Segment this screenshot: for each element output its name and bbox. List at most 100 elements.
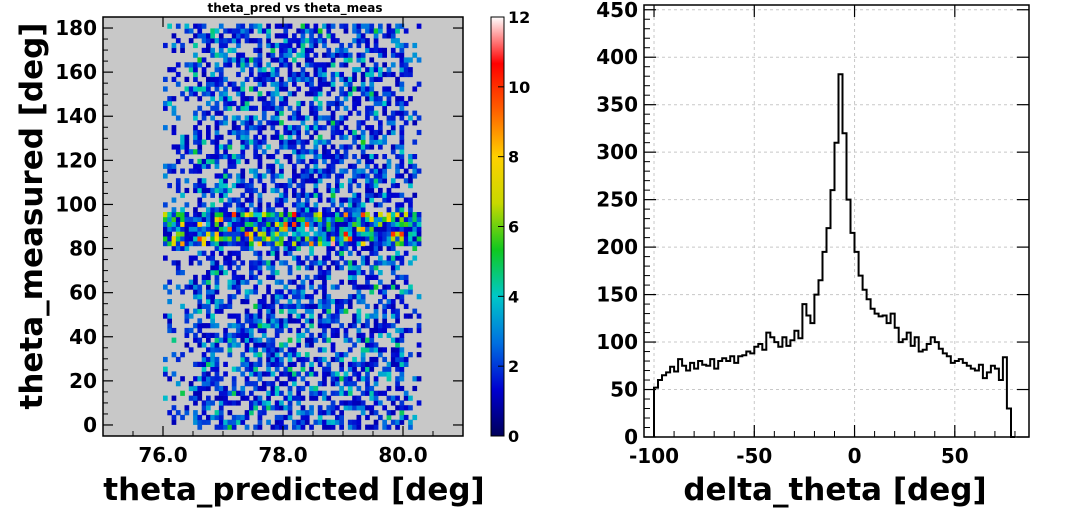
heatmap-cell (223, 149, 228, 155)
heatmap-cell (326, 81, 332, 87)
heatmap-cell (279, 96, 284, 102)
heatmap-cell (339, 279, 344, 285)
heatmap-cell (356, 270, 362, 276)
heatmap-cell (279, 414, 284, 421)
heatmap-cell (395, 236, 400, 242)
heatmap-cell (382, 347, 387, 353)
heatmap-y-tick-label: 60 (69, 281, 97, 305)
heatmap-cell (175, 115, 181, 121)
heatmap-cell (408, 236, 413, 242)
heatmap-cell (257, 241, 263, 247)
heatmap-cell (356, 332, 362, 338)
heatmap-cell (257, 371, 263, 377)
heatmap-cell (322, 279, 327, 285)
heatmap-cell (206, 279, 211, 285)
heatmap-cell (390, 47, 396, 53)
heatmap-cell (223, 241, 228, 247)
heatmap-cell (373, 173, 379, 179)
heatmap-cell (395, 381, 400, 387)
heatmap-cell (292, 149, 297, 155)
heatmap-cell (253, 366, 258, 372)
heatmap-cell (163, 212, 168, 218)
heatmap-cell (317, 313, 323, 319)
heatmap-cell (279, 52, 284, 58)
heatmap-cell (214, 62, 220, 68)
heatmap-cell (231, 419, 237, 425)
heatmap-cell (326, 366, 332, 372)
heatmap-cell (390, 236, 396, 242)
heatmap-cell (279, 390, 284, 396)
heatmap-cell (356, 221, 362, 227)
heatmap-cell (240, 183, 246, 189)
heatmap-cell (390, 28, 396, 34)
heatmap-cell (347, 231, 353, 237)
heatmap-cell (193, 390, 198, 396)
heatmap-cell (283, 323, 289, 329)
heatmap-cell (403, 405, 409, 411)
heatmap-cell (257, 192, 263, 198)
heatmap-cell (416, 216, 422, 222)
heatmap-cell (244, 125, 250, 131)
heatmap-cell (257, 265, 263, 271)
heatmap-cell (274, 245, 280, 251)
heatmap-cell (287, 361, 293, 367)
heatmap-cell (261, 410, 267, 416)
heatmap-cell (382, 173, 387, 179)
heatmap-cell (274, 250, 280, 256)
heatmap-cell (399, 81, 405, 87)
heatmap-cell (309, 342, 314, 348)
heatmap-cell (386, 231, 392, 237)
heatmap-cell (223, 207, 228, 213)
heatmap-cell (356, 371, 362, 377)
heatmap-cell (343, 221, 349, 227)
heatmap-cell (223, 260, 228, 266)
heatmap-cell (180, 245, 185, 251)
heatmap-cell (257, 352, 263, 358)
heatmap-cell (330, 221, 336, 227)
heatmap-cell (304, 207, 310, 213)
heatmap-cell (244, 299, 250, 305)
heatmap-cell (300, 284, 306, 290)
heatmap-cell (206, 347, 211, 353)
heatmap-cell (352, 241, 357, 247)
heatmap-y-tick-label: 180 (55, 16, 97, 40)
heatmap-cell (339, 231, 344, 237)
heatmap-cell (206, 187, 211, 194)
heatmap-cell (356, 173, 362, 179)
heatmap-cell (356, 419, 362, 425)
heatmap-cell (369, 71, 375, 78)
heatmap-cell (167, 168, 172, 174)
heatmap-cell (403, 67, 409, 73)
heatmap-cell (206, 405, 211, 411)
heatmap-cell (386, 221, 392, 227)
heatmap-cell (218, 414, 224, 421)
heatmap-cell (347, 202, 353, 208)
heatmap-cell (184, 139, 190, 145)
heatmap-cell (339, 23, 344, 29)
heatmap-cell (416, 115, 422, 121)
heatmap-cell (175, 270, 181, 276)
heatmap-cell (244, 410, 250, 416)
heatmap-cell (283, 284, 289, 290)
heatmap-cell (206, 38, 211, 44)
histogram-y-tick-label: 250 (596, 188, 638, 212)
heatmap-cell (257, 424, 263, 430)
heatmap-cell (257, 178, 263, 184)
heatmap-cell (296, 327, 301, 334)
heatmap-cell (210, 270, 215, 276)
heatmap-cell (244, 313, 250, 319)
heatmap-cell (274, 71, 280, 78)
heatmap-cell (171, 352, 177, 358)
heatmap-cell (347, 81, 353, 87)
heatmap-cell (244, 414, 250, 421)
heatmap-cell (390, 71, 396, 78)
heatmap-cell (231, 231, 237, 237)
heatmap-cell (313, 390, 319, 396)
heatmap-cell (197, 231, 203, 237)
heatmap-cell (249, 347, 254, 353)
heatmap-cell (197, 81, 203, 87)
heatmap-cell (210, 28, 215, 34)
heatmap-cell (412, 52, 418, 58)
heatmap-cell (330, 197, 336, 203)
heatmap-cell (236, 366, 241, 372)
